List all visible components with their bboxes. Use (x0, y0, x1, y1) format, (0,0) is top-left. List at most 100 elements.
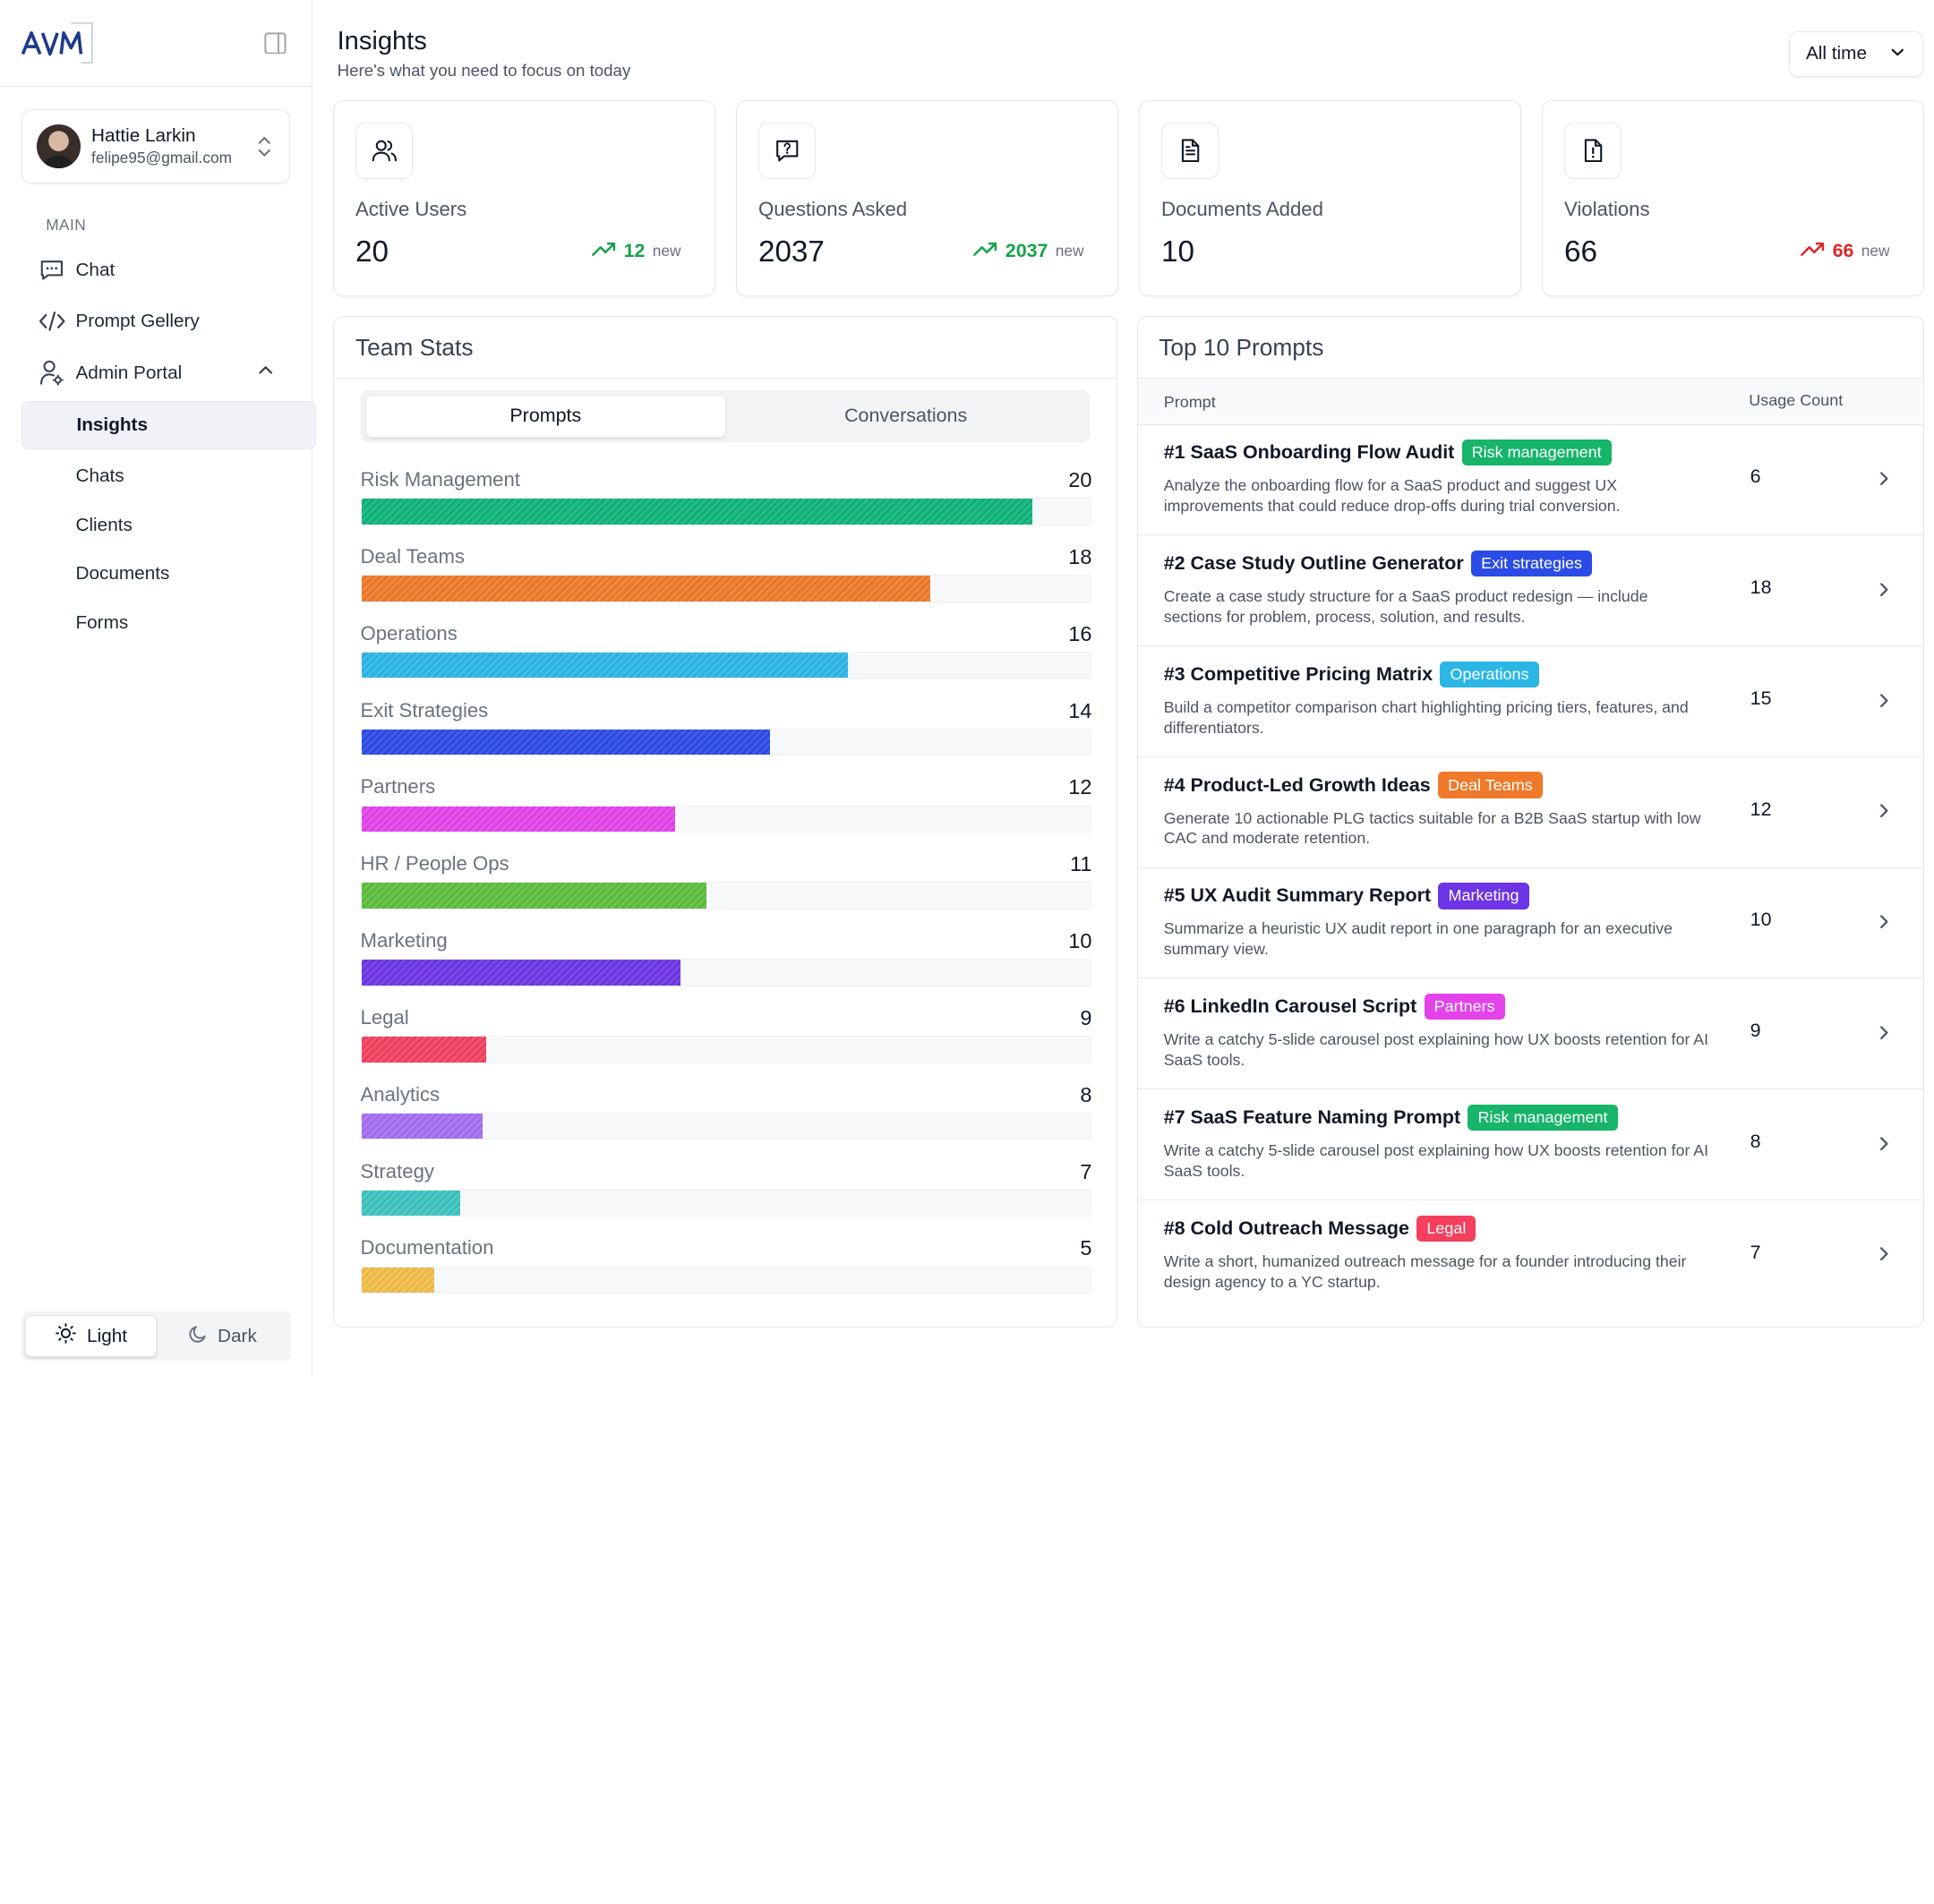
theme-light-button[interactable]: Light (24, 1315, 158, 1358)
theme-dark-button[interactable]: Dark (157, 1315, 287, 1357)
bar (361, 1113, 483, 1140)
bar (361, 960, 681, 986)
sidebar-item-chats[interactable]: Chats (75, 465, 124, 487)
prompt-row[interactable]: #8 Cold Outreach Message Legal Write a sho… (1138, 1200, 1923, 1311)
category-tag: Operations (1440, 661, 1539, 687)
trend-up-icon (591, 240, 617, 262)
main-content: Insights Here's what you need to focus o… (312, 0, 1934, 1376)
bar-value: 8 (1080, 1082, 1092, 1106)
prompt-title: #8 Cold Outreach Message (1163, 1217, 1409, 1239)
prompt-title: #4 Product-Led Growth Ideas (1163, 773, 1431, 796)
prompt-description: Write a catchy 5-slide carousel post exp… (1163, 1140, 1709, 1180)
trend-value: 2037 (1005, 240, 1048, 262)
nav-item-admin-portal[interactable]: Admin Portal (0, 347, 312, 398)
stats-row: Active Users 20 12 new Questions Asked 2… (333, 100, 1924, 296)
bar (361, 729, 770, 756)
column-header-usage: Usage Count (1749, 391, 1844, 410)
bar-value: 16 (1068, 621, 1092, 645)
prompt-title-line: #6 LinkedIn Carousel Script Partners (1164, 994, 1505, 1020)
time-range-select[interactable]: All time (1788, 30, 1923, 77)
bar-value: 9 (1080, 1005, 1092, 1029)
bar-row: Strategy 7 (360, 1155, 1092, 1232)
bar-track (360, 1112, 1092, 1140)
bar-row: Risk Management 20 (360, 463, 1092, 540)
category-tag: Partners (1424, 994, 1505, 1020)
prompt-description: Write a catchy 5-slide carousel post exp… (1163, 1030, 1709, 1070)
brand-logo[interactable] (21, 21, 93, 65)
chevron-right-icon[interactable] (1878, 1023, 1890, 1046)
bar (361, 1267, 434, 1294)
prompt-row[interactable]: #3 Competitive Pricing Matrix Operations B… (1137, 646, 1923, 757)
bar (361, 576, 931, 602)
chevron-right-icon[interactable] (1878, 1134, 1890, 1157)
prompt-title: #7 SaaS Feature Naming Prompt (1163, 1106, 1461, 1128)
bar-row: Exit Strategies 14 (360, 694, 1092, 771)
sidebar-item-insights[interactable]: Insights (21, 401, 317, 450)
stat-value: 20 (355, 235, 389, 269)
chevron-right-icon[interactable] (1878, 802, 1890, 825)
stat-card-active-users: Active Users 20 12 new (333, 100, 715, 296)
prompt-row[interactable]: #2 Case Study Outline Generator Exit stra… (1137, 535, 1923, 647)
category-tag: Risk management (1461, 440, 1612, 466)
prompt-row[interactable]: #4 Product-Led Growth Ideas Deal Teams Gen… (1137, 757, 1923, 868)
bar-track (360, 498, 1092, 525)
stat-card-questions-asked: Questions Asked 2037 2037 new (736, 100, 1118, 296)
trend-label: new (1055, 242, 1084, 260)
prompt-title: #2 Case Study Outline Generator (1163, 552, 1464, 575)
bar (361, 652, 849, 679)
sidebar-item-forms[interactable]: Forms (75, 611, 129, 633)
prompt-title-line: #7 SaaS Feature Naming Prompt Risk manage… (1163, 1104, 1618, 1131)
section-label-main: MAIN (46, 215, 87, 234)
prompt-row[interactable]: #6 LinkedIn Carousel Script Partners Write… (1137, 978, 1923, 1090)
chevron-right-icon[interactable] (1878, 580, 1890, 603)
prompt-row[interactable]: #7 SaaS Feature Naming Prompt Risk manage… (1137, 1089, 1923, 1200)
sidebar-item-documents[interactable]: Documents (75, 563, 170, 585)
bar-label: Analytics (360, 1082, 441, 1106)
trend-label: new (1861, 242, 1890, 260)
nav-item-chat[interactable]: Chat (0, 244, 312, 295)
stat-card-violations: Violations 66 66 new (1542, 100, 1924, 296)
usage-count: 7 (1750, 1241, 1761, 1263)
prompt-title: #5 UX Audit Summary Report (1163, 884, 1432, 907)
user-name: Hattie Larkin (91, 124, 196, 146)
bar-row: Marketing 10 (360, 925, 1092, 1002)
prompt-description: Create a case study structure for a SaaS… (1163, 587, 1648, 626)
chevron-right-icon[interactable] (1878, 691, 1890, 714)
tab-prompts[interactable]: Prompts (364, 394, 726, 438)
usage-count: 15 (1750, 687, 1772, 709)
bar-value: 10 (1068, 929, 1092, 953)
bar-track (360, 728, 1092, 756)
bar-row: Legal 9 (360, 1001, 1092, 1078)
sidebar-toggle-icon[interactable] (262, 30, 289, 56)
prompt-title-line: #1 SaaS Onboarding Flow Audit Risk manage… (1164, 440, 1612, 466)
bar-label: Deal Teams (360, 544, 466, 568)
chevron-right-icon[interactable] (1878, 912, 1890, 935)
nav-item-label: Prompt Gellery (75, 311, 200, 332)
user-switcher[interactable]: Hattie Larkin felipe95@gmail.com (21, 108, 291, 184)
prompt-row[interactable]: #1 SaaS Onboarding Flow Audit Risk manage… (1137, 425, 1923, 536)
bar-row: Operations 16 (360, 617, 1092, 694)
team-stats-card: Team Stats Prompts Conversations Risk Ma… (333, 316, 1117, 1328)
category-tag: Deal Teams (1438, 772, 1543, 798)
chevron-right-icon[interactable] (1878, 1245, 1890, 1268)
nav-item-prompt-gallery[interactable]: Prompt Gellery (0, 295, 312, 346)
tab-conversations[interactable]: Conversations (844, 405, 968, 427)
document-icon (1160, 122, 1219, 180)
sun-icon (55, 1322, 77, 1350)
prompt-row[interactable]: #5 UX Audit Summary Report Marketing Summa… (1137, 868, 1923, 979)
time-range-value: All time (1805, 43, 1867, 64)
chevron-up-down-icon (255, 132, 275, 159)
theme-switch: Light Dark (21, 1311, 292, 1362)
top-prompts-card: Top 10 Prompts Prompt Usage Count #1 Saa… (1136, 316, 1924, 1328)
stat-trend: 66 new (1800, 240, 1890, 262)
sidebar-item-clients[interactable]: Clients (75, 514, 133, 535)
stat-card-documents-added: Documents Added 10 (1139, 100, 1521, 296)
chevron-right-icon[interactable] (1878, 469, 1890, 492)
category-tag: Legal (1416, 1215, 1476, 1242)
prompt-title: #3 Competitive Pricing Matrix (1163, 662, 1433, 685)
chevron-up-icon[interactable] (257, 362, 274, 384)
bar (361, 1037, 486, 1063)
column-header-prompt: Prompt (1163, 392, 1216, 411)
bar-track (360, 651, 1092, 679)
top-prompts-title: Top 10 Prompts (1137, 317, 1923, 380)
